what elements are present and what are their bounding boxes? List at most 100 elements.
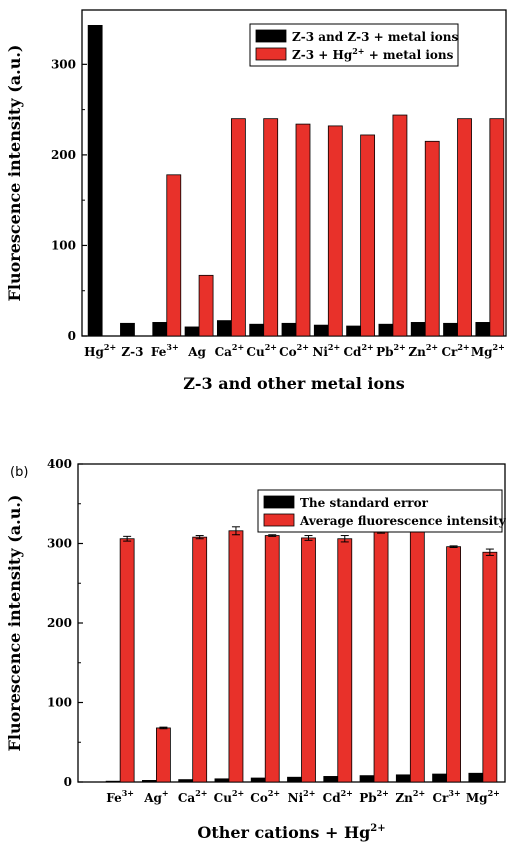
black-bar-ag [184, 326, 200, 337]
black-bar-ni [287, 776, 302, 783]
tick-base: Ag [187, 345, 206, 359]
black-bar-pb [378, 323, 394, 337]
tick-superscript: 2+ [328, 342, 340, 352]
red-bar-mg [482, 551, 498, 783]
black-bar-co [250, 777, 266, 783]
black-bar-cd [346, 325, 362, 337]
text-part: Average fluorescence intensity [299, 514, 507, 528]
tick-superscript: 2+ [303, 788, 315, 798]
black-bar-cu [249, 323, 265, 337]
tick-base: Mg [471, 345, 493, 359]
text-part: The standard error [300, 496, 429, 510]
x-tick-label: Ag+ [143, 788, 168, 805]
y-tick-label: 0 [68, 329, 76, 343]
legend-label: Z-3 and Z-3 + metal ions [292, 30, 459, 44]
x-tick-label: Mg2+ [466, 788, 500, 805]
tick-superscript: 2+ [268, 788, 280, 798]
red-bar-pb [392, 114, 408, 337]
tick-base: Fe [151, 345, 167, 359]
tick-superscript: 2+ [341, 788, 353, 798]
black-bar-mg [475, 322, 491, 337]
y-tick-label: 300 [47, 537, 72, 551]
y-tick-label: 100 [51, 238, 76, 252]
red-bar-ca [192, 536, 208, 783]
tick-superscript: 2+ [413, 788, 425, 798]
legend-label: The standard error [300, 496, 429, 510]
tick-superscript: 2+ [426, 342, 438, 352]
y-axis-title: Fluorescence intensity (a.u.) [5, 45, 24, 302]
black-bar-ag [142, 780, 157, 783]
x-tick-label: Fe3+ [106, 788, 134, 805]
red-bar-fe [119, 538, 135, 783]
red-bar-cr [457, 118, 472, 337]
tick-superscript: + [162, 788, 169, 798]
red-bar-zn [409, 530, 425, 783]
tick-base: Co [279, 345, 297, 359]
red-bar-ni [301, 537, 316, 783]
tick-base: Pb [376, 345, 393, 359]
tick-superscript: 2+ [265, 342, 277, 352]
x-tick-label: Ca2+ [215, 342, 245, 359]
legend-swatch [255, 29, 287, 43]
black-bar-ca [178, 779, 194, 783]
x-tick-label: Pb2+ [359, 788, 389, 805]
text-part: Z-3 and Z-3 + metal ions [292, 30, 459, 44]
tick-base: Ca [215, 345, 233, 359]
red-bar-cu [263, 118, 279, 337]
legend-swatch [263, 495, 295, 509]
tick-base: Pb [359, 791, 376, 805]
red-bar-fe [166, 174, 182, 337]
tick-base: Ni [288, 791, 304, 805]
tick-base: Cd [343, 345, 362, 359]
tick-superscript: 2+ [232, 788, 244, 798]
legend-label: Average fluorescence intensity [299, 514, 507, 528]
tick-base: Co [250, 791, 268, 805]
tick-base: Zn [395, 791, 413, 805]
black-bar-hg [87, 24, 103, 337]
tick-base: Cu [246, 345, 265, 359]
legend-label: Z-3 + Hg2+ + metal ions [292, 46, 454, 62]
tick-base: Cr [441, 345, 458, 359]
x-axis-title: Other cations + Hg2+ [197, 823, 385, 842]
red-bar-zn [424, 140, 440, 337]
text-part: + metal ions [365, 48, 454, 62]
x-tick-label: Zn2+ [408, 342, 438, 359]
legend-box [257, 489, 503, 533]
x-tick-label: Ni2+ [288, 788, 316, 805]
tick-superscript: 2+ [393, 342, 405, 352]
panel-label: (b) [10, 465, 28, 480]
x-tick-label: Z-3 [121, 345, 143, 359]
x-axis-title: Z-3 and other metal ions [183, 374, 405, 393]
legend: The standard error Average fluorescence i… [257, 489, 507, 533]
red-bar-co [264, 535, 280, 783]
red-bar-ag [156, 727, 171, 783]
y-tick-label: 200 [47, 616, 72, 630]
tick-superscript: 2+ [232, 342, 244, 352]
x-tick-label: Cu2+ [246, 342, 277, 359]
tick-superscript: 2+ [361, 342, 373, 352]
tick-superscript: 2+ [297, 342, 309, 352]
black-bar-ca [216, 320, 232, 337]
legend-swatch [263, 513, 295, 527]
red-bar-cr [446, 546, 461, 783]
tick-superscript: 2+ [104, 342, 116, 352]
x-tick-label: Cd2+ [343, 342, 373, 359]
black-bar-fe [152, 322, 168, 337]
x-tick-label: Co2+ [279, 342, 309, 359]
tick-base: Z-3 [121, 345, 143, 359]
red-bar-cd [337, 538, 353, 783]
text-part: Z-3 + Hg [292, 48, 353, 62]
x-tick-label: Ni2+ [312, 342, 340, 359]
tick-superscript: 2+ [377, 788, 389, 798]
tick-base: Mg [466, 791, 488, 805]
black-bar-cr [432, 773, 447, 783]
x-tick-label: Cd2+ [323, 788, 353, 805]
x-tick-label: Ca2+ [178, 788, 208, 805]
black-bar-z-3 [120, 322, 135, 337]
black-bar-cr [443, 322, 458, 337]
black-bar-fe [105, 780, 121, 783]
tick-superscript: 2+ [195, 788, 207, 798]
tick-base: Ni [312, 345, 328, 359]
